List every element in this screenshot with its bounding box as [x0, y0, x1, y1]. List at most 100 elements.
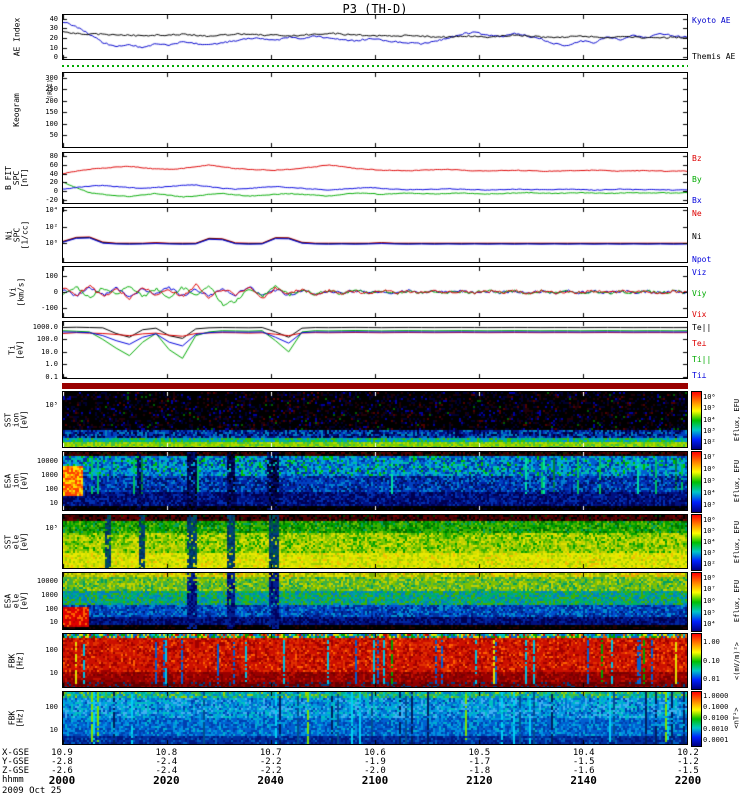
cbtick-fbk_b-1: 0.1000	[703, 703, 729, 712]
axis-row-label-2: Z-GSE	[2, 766, 30, 776]
time-tick-4: 2120	[466, 774, 493, 787]
ytick-esa_ion-0: 10000	[36, 456, 58, 465]
xgse-value-3: 10.6	[364, 748, 386, 758]
axis-row-label-0: X-GSE	[2, 748, 30, 758]
plot-title: P3 (TH-D)	[342, 2, 408, 16]
esa_ion-canvas	[63, 452, 687, 510]
cblabel-text-sst_ion: Eflux, EFU	[733, 398, 741, 441]
ylabel-text-fbk_e: FBK [Hz]	[7, 650, 25, 671]
cbtick-esa_ion-1: 10⁶	[703, 465, 716, 473]
ylabel-text-sst_ion: SST ion [eV]	[3, 409, 29, 430]
ytick-esa_ion-1: 1000	[41, 471, 58, 479]
ytick-bfit-0: 80	[49, 152, 58, 161]
legend-ti-te: Te⊥	[692, 339, 707, 348]
ytick-keogram-1: 250	[45, 85, 58, 94]
xgse-value-0: 10.9	[51, 748, 73, 758]
time-tick-5: 2140	[570, 774, 597, 787]
ylabel-text-ti: Ti [eV]	[7, 340, 25, 360]
legend-ti-ti: Ti||	[692, 355, 712, 364]
zgse-value-2: -2.2	[259, 766, 282, 776]
ytick-bfit-1: 60	[49, 161, 58, 170]
cbtick-sst_ele-2: 10⁴	[703, 537, 716, 546]
cbtick-esa_ele-1: 10⁷	[703, 585, 716, 594]
bfit-canvas	[63, 153, 687, 203]
time-tick-6: 2200	[674, 774, 702, 787]
panel-sst_ele	[62, 514, 688, 569]
ytick-vi-0: 100	[45, 272, 58, 281]
time-tick-3: 2100	[361, 774, 389, 787]
separator-bar	[62, 383, 688, 389]
cbtick-sst_ele-0: 10⁶	[703, 515, 716, 524]
cblabel-text-sst_ele: Eflux, EFU	[733, 520, 741, 563]
ytick-keogram-2: 200	[45, 96, 58, 105]
ytick-vi-1: 0	[53, 288, 58, 296]
time-tick-1: 2020	[153, 774, 180, 787]
vi-canvas	[63, 267, 687, 317]
panel-esa_ion	[62, 451, 688, 511]
ygse-value-3: -1.9	[364, 757, 386, 767]
panel-ti	[62, 321, 688, 379]
colorbar-sst_ion	[691, 391, 702, 450]
corner-label-text: (ROI)	[46, 79, 55, 99]
cblabel-sst_ion: Eflux, EFU	[730, 391, 744, 448]
ylabel-text-keogram: Keogram	[12, 93, 21, 127]
ytick-ti-4: 0.1	[45, 372, 58, 381]
panel-ni	[62, 207, 688, 263]
xgse-value-2: 10.7	[259, 748, 282, 758]
panel-fbk_e	[62, 633, 688, 688]
ytick-esa_ele-3: 10	[49, 617, 58, 626]
sst_ele-canvas	[63, 515, 687, 568]
cbtick-sst_ion-3: 10³	[703, 426, 716, 435]
ytick-bfit-2: 40	[49, 169, 58, 178]
ytick-ae-4: 0	[53, 53, 58, 62]
ytick-keogram-5: 50	[49, 131, 58, 140]
legend-ti-ti: Ti⊥	[692, 371, 707, 380]
zgse-value-3: -2.0	[364, 766, 386, 776]
cbtick-sst_ele-1: 10⁵	[703, 526, 716, 535]
ytick-esa_ele-2: 100	[45, 604, 58, 613]
panel-sst_ion	[62, 391, 688, 448]
ygse-value-2: -2.2	[259, 757, 282, 767]
ygse-value-6: -1.2	[677, 757, 699, 767]
cbtick-sst_ion-2: 10⁴	[703, 415, 716, 424]
cbtick-sst_ele-3: 10³	[703, 548, 716, 557]
ytick-ti-0: 1000.0	[32, 322, 58, 331]
ygse-value-1: -2.4	[155, 757, 178, 767]
ytick-ae-0: 40	[49, 14, 58, 23]
cbtick-esa_ele-3: 10⁵	[703, 608, 716, 617]
ylabel-sst_ion: SST ion [eV]	[4, 391, 30, 448]
panel-keogram	[62, 72, 688, 148]
ytick-vi-2: -100	[41, 303, 58, 312]
ytick-fbk_e-0: 100	[45, 645, 58, 654]
cbtick-fbk_b-3: 0.0010	[703, 724, 729, 733]
colorbar-fbk_e	[691, 633, 702, 690]
legend-vi-viz: Viz	[692, 268, 707, 277]
zgse-value-5: -1.6	[572, 766, 595, 776]
legend-bfit-by: By	[692, 175, 702, 184]
ygse-value-4: -1.7	[468, 757, 491, 767]
cbtick-esa_ion-4: 10³	[703, 501, 716, 509]
panel-vi	[62, 266, 688, 318]
legend-ti-te: Te||	[692, 323, 712, 332]
ytick-keogram-3: 150	[45, 108, 58, 117]
ytick-sst_ele-0: 10⁵	[45, 523, 58, 532]
ytick-keogram-0: 300	[45, 73, 58, 82]
ae-canvas	[63, 15, 687, 59]
time-tick-0: 2000	[48, 774, 76, 787]
xgse-value-6: 10.2	[677, 748, 699, 758]
zgse-value-6: -1.5	[677, 766, 699, 776]
ytick-fbk_b-1: 10	[49, 725, 58, 734]
cbtick-esa_ion-0: 10⁷	[703, 453, 716, 461]
xgse-value-1: 10.8	[155, 748, 178, 758]
cbtick-sst_ion-0: 10⁶	[703, 392, 716, 401]
colorbar-fbk_b	[691, 691, 702, 747]
zgse-value-4: -1.8	[468, 766, 491, 776]
axis-row-label-1: Y-GSE	[2, 757, 30, 767]
ytick-fbk_b-0: 100	[45, 703, 58, 712]
ytick-fbk_e-1: 10	[49, 668, 58, 677]
colorbar-esa_ion	[691, 451, 702, 513]
cbtick-esa_ele-0: 10⁸	[703, 573, 716, 582]
colorbar-sst_ele	[691, 514, 702, 571]
ylabel-ni: Ni SPC [1/cc]	[4, 207, 30, 263]
